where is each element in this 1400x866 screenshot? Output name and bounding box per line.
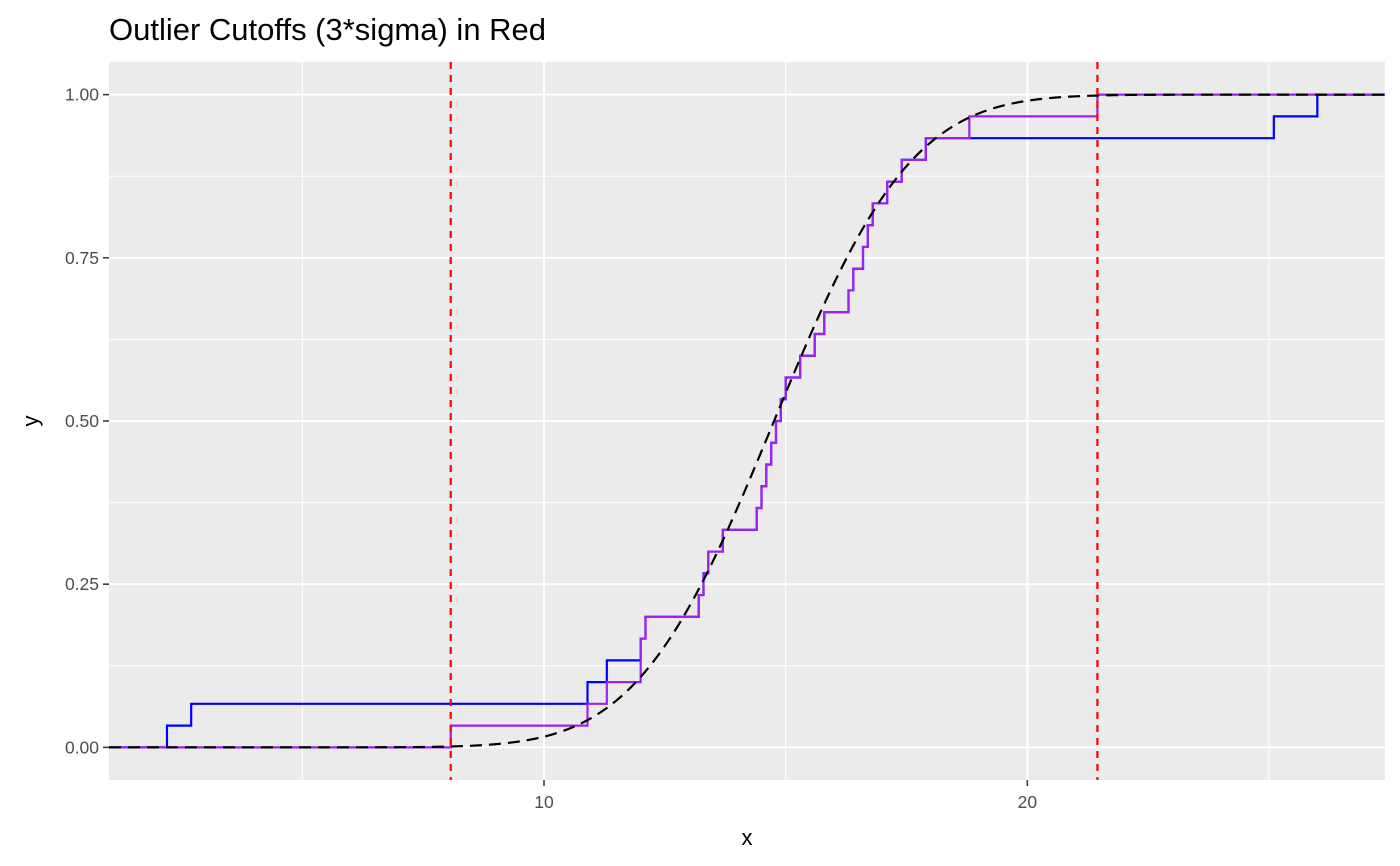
x-tick-label: 10 [534,792,554,812]
cutoff-lines [449,62,1099,780]
series-layer [109,93,1385,749]
ecdf-series-2-line [109,93,1385,749]
major-gridlines [109,62,1385,780]
y-tick-label: 1.00 [65,85,99,105]
y-tick-label: 0.25 [65,574,99,594]
x-tick-label: 20 [1018,792,1038,812]
y-tick-label: 0.00 [65,737,99,757]
chart-title: Outlier Cutoffs (3*sigma) in Red [109,12,546,47]
normal-cdf-layer [109,93,1385,749]
y-axis-title: y [18,416,43,427]
y-axis: 0.00 0.25 0.50 0.75 1.00 [65,85,109,757]
x-axis: 10 20 [534,780,1037,812]
normal-cdf-curve [109,93,1385,749]
y-tick-label: 0.50 [65,411,99,431]
y-tick-label: 0.75 [65,248,99,268]
x-axis-title: x [742,825,753,850]
